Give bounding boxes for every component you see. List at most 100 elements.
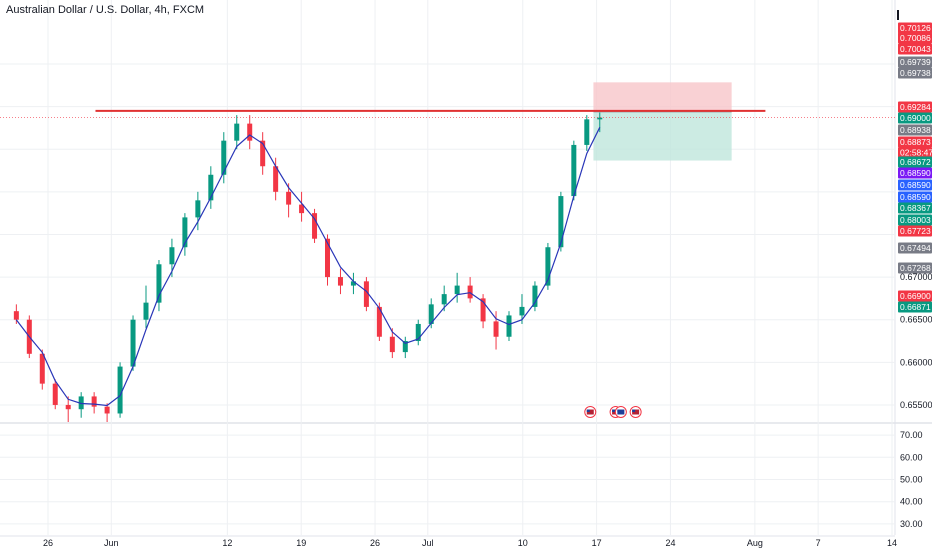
us-flag-icon-canton xyxy=(632,409,636,412)
price-tick-label: 0.66000 xyxy=(900,357,932,367)
price-label-text: 0.70043 xyxy=(900,44,931,54)
time-axis[interactable]: 26Jun121926Jul101724Aug7142128 xyxy=(43,538,932,548)
price-label-text: 0.69739 xyxy=(900,57,931,67)
candle-body xyxy=(247,123,253,141)
position-zones[interactable] xyxy=(593,82,732,161)
price-label-text: 0.68590 xyxy=(900,168,931,178)
time-tick-label: 14 xyxy=(887,538,897,548)
candle-body xyxy=(195,200,201,218)
candle-body xyxy=(52,383,58,405)
take-profit-zone xyxy=(593,111,732,161)
price-label-badge xyxy=(898,225,932,237)
symbol-title: Australian Dollar / U.S. Dollar, 4h, FXC… xyxy=(6,4,205,16)
moving-average-series xyxy=(15,127,601,407)
candle-body xyxy=(558,196,564,248)
economic-events[interactable] xyxy=(584,406,642,418)
candle-body xyxy=(402,341,408,353)
price-label-badge xyxy=(898,202,932,214)
price-label-badge xyxy=(898,191,932,203)
moving-average-line xyxy=(15,127,601,407)
candle-body xyxy=(480,298,486,322)
time-tick-label: 12 xyxy=(222,538,232,548)
oscillator-axis[interactable]: 70.00 60.00 50.00 40.00 30.00 xyxy=(900,430,923,529)
candle-body xyxy=(376,306,382,337)
price-label-badge xyxy=(898,136,932,148)
price-label-badge xyxy=(898,179,932,191)
time-tick-label: 26 xyxy=(370,538,380,548)
candle-body xyxy=(130,319,136,367)
au-flag-icon-fill xyxy=(617,409,625,415)
price-label-badge xyxy=(898,301,932,313)
candle-body xyxy=(117,366,123,414)
candle-body xyxy=(208,174,214,201)
candle-body xyxy=(299,204,305,214)
time-tick-label: 26 xyxy=(43,538,53,548)
price-label-text: 0.70086 xyxy=(900,33,931,43)
price-label-badge xyxy=(898,56,932,68)
price-label-text: 0.68672 xyxy=(900,157,931,167)
candle-body xyxy=(169,247,175,265)
candle-body xyxy=(260,140,266,167)
price-label-text: 0.68003 xyxy=(900,215,931,225)
price-label-badge xyxy=(898,290,932,302)
candle-body xyxy=(39,353,45,384)
price-label-text: 0.67268 xyxy=(900,263,931,273)
oscillator-tick-label: 70.00 xyxy=(900,430,923,440)
price-label-text: 0.66871 xyxy=(900,302,931,312)
price-label-badge xyxy=(898,22,932,34)
price-tick-label: 0.67000 xyxy=(900,272,932,282)
us-flag-icon-fill xyxy=(586,409,594,415)
candle-body xyxy=(597,117,603,120)
time-tick-label: Jul xyxy=(422,538,434,548)
time-tick-label: 10 xyxy=(518,538,528,548)
price-label-text: 0.66900 xyxy=(900,291,931,301)
time-tick-label: 19 xyxy=(296,538,306,548)
oscillator-tick-label: 30.00 xyxy=(900,519,923,529)
price-label-text: 0.69000 xyxy=(900,113,931,123)
price-label-text: 0.68367 xyxy=(900,203,931,213)
us-flag-icon-canton xyxy=(612,409,616,412)
price-label-text: 0.68873 xyxy=(900,137,931,147)
candle-body xyxy=(506,315,512,337)
candle-body xyxy=(156,264,162,303)
candle-body xyxy=(532,285,538,307)
price-label-badge xyxy=(898,167,932,179)
chart-grid xyxy=(0,0,932,537)
candle-body xyxy=(273,166,279,192)
price-label-badge xyxy=(898,101,932,113)
candlestick-series xyxy=(13,112,603,422)
price-label-text: 0.68590 xyxy=(900,192,931,202)
candle-body xyxy=(415,323,421,342)
candle-body xyxy=(78,396,84,410)
price-label-badge xyxy=(898,67,932,79)
time-tick-label: 24 xyxy=(665,538,675,548)
price-label-badge xyxy=(898,156,932,168)
candle-body xyxy=(584,119,590,145)
candle-body xyxy=(389,336,395,353)
au-flag-icon-canton xyxy=(617,409,621,412)
candle-body xyxy=(363,281,369,307)
candle-body xyxy=(13,311,19,320)
candle-body xyxy=(545,247,551,286)
price-label-text: 0.68938 xyxy=(900,125,931,135)
price-label-text: 0.70126 xyxy=(900,23,931,33)
candle-body xyxy=(337,277,343,286)
candle-body xyxy=(91,396,97,407)
price-label-text: 0.67494 xyxy=(900,243,931,253)
resistance-line[interactable] xyxy=(0,109,895,118)
candle-body xyxy=(234,123,240,141)
price-label-text: 0.69738 xyxy=(900,68,931,78)
price-tick-label: 0.66500 xyxy=(900,315,932,325)
price-tick-label: 0.65500 xyxy=(900,400,932,410)
candle-body xyxy=(428,304,434,324)
candle-body xyxy=(519,306,525,316)
candle-body xyxy=(182,217,188,248)
candle-body xyxy=(454,285,460,295)
price-label-text: 0.69284 xyxy=(900,102,931,112)
time-tick-label: Aug xyxy=(747,538,763,548)
countdown-badge xyxy=(898,147,932,158)
candle-body xyxy=(325,238,331,278)
price-label-badge xyxy=(898,214,932,226)
